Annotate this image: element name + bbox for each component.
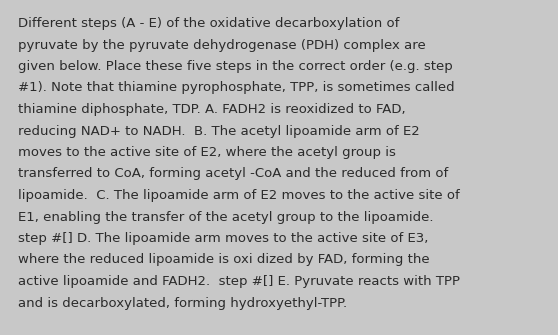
Text: given below. Place these five steps in the correct order (e.g. step: given below. Place these five steps in t…	[18, 60, 453, 73]
Text: active lipoamide and FADH2.  step #[] E. Pyruvate reacts with TPP: active lipoamide and FADH2. step #[] E. …	[18, 275, 460, 288]
Text: step #[] D. The lipoamide arm moves to the active site of E3,: step #[] D. The lipoamide arm moves to t…	[18, 232, 429, 245]
Text: moves to the active site of E2, where the acetyl group is: moves to the active site of E2, where th…	[18, 146, 396, 159]
Text: where the reduced lipoamide is oxi dized by FAD, forming the: where the reduced lipoamide is oxi dized…	[18, 254, 430, 267]
Text: Different steps (A - E) of the oxidative decarboxylation of: Different steps (A - E) of the oxidative…	[18, 17, 400, 30]
Text: E1, enabling the transfer of the acetyl group to the lipoamide.: E1, enabling the transfer of the acetyl …	[18, 210, 434, 223]
Text: thiamine diphosphate, TDP. A. FADH2 is reoxidized to FAD,: thiamine diphosphate, TDP. A. FADH2 is r…	[18, 103, 406, 116]
Text: and is decarboxylated, forming hydroxyethyl-TPP.: and is decarboxylated, forming hydroxyet…	[18, 296, 347, 310]
Text: reducing NAD+ to NADH.  B. The acetyl lipoamide arm of E2: reducing NAD+ to NADH. B. The acetyl lip…	[18, 125, 420, 137]
Text: transferred to CoA, forming acetyl -CoA and the reduced from of: transferred to CoA, forming acetyl -CoA …	[18, 168, 448, 181]
Text: lipoamide.  C. The lipoamide arm of E2 moves to the active site of: lipoamide. C. The lipoamide arm of E2 mo…	[18, 189, 460, 202]
Text: #1). Note that thiamine pyrophosphate, TPP, is sometimes called: #1). Note that thiamine pyrophosphate, T…	[18, 81, 455, 94]
Text: pyruvate by the pyruvate dehydrogenase (PDH) complex are: pyruvate by the pyruvate dehydrogenase (…	[18, 39, 426, 52]
